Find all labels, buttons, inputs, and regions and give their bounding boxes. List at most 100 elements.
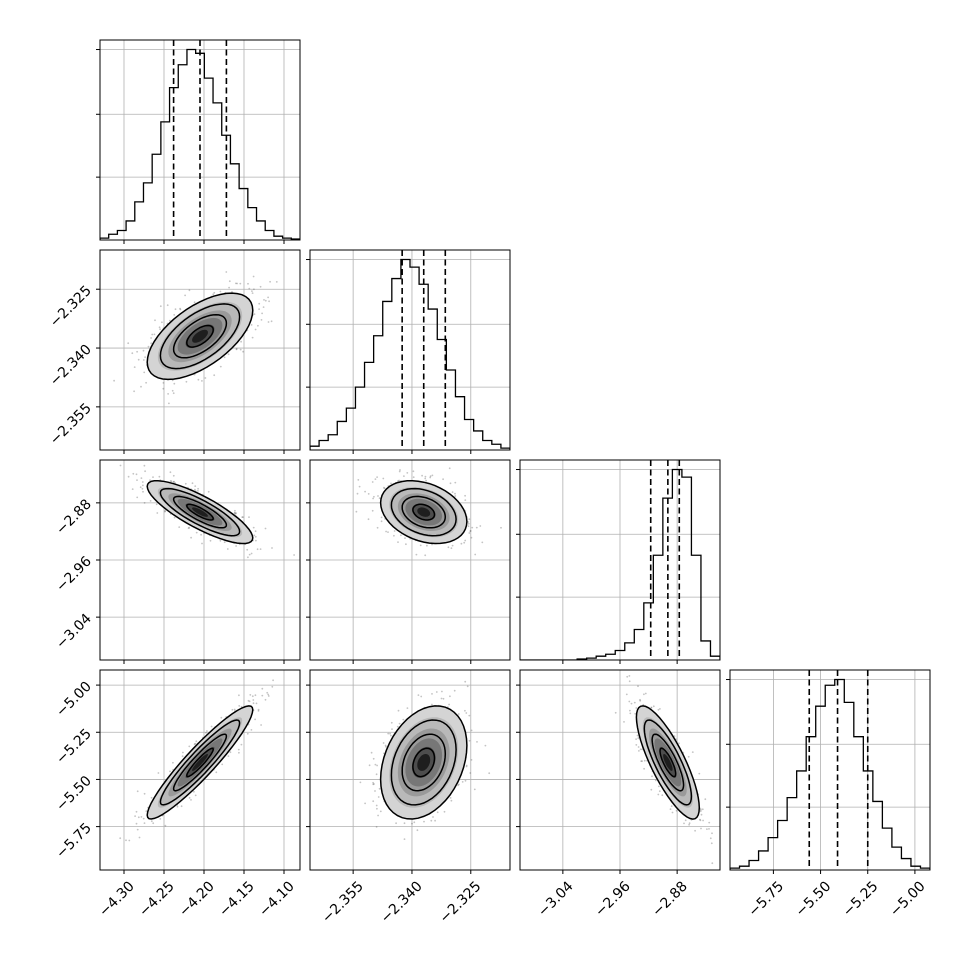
scatter-point (184, 482, 187, 485)
pair-panel-2-0 (99, 459, 301, 661)
scatter-point (412, 476, 415, 479)
scatter-point (195, 531, 198, 534)
scatter-point (264, 527, 267, 530)
x-tick-label: −5.00 (887, 878, 929, 920)
scatter-point (708, 821, 711, 824)
scatter-point (448, 467, 451, 470)
scatter-point (657, 708, 660, 711)
scatter-point (188, 745, 191, 748)
scatter-point (238, 705, 241, 707)
scatter-point (169, 480, 172, 482)
scatter-point (484, 744, 487, 747)
scatter-point (228, 280, 231, 283)
scatter-point (143, 822, 146, 824)
scatter-point (376, 476, 378, 478)
scatter-point (411, 822, 413, 825)
scatter-point (261, 687, 264, 690)
scatter-point (355, 510, 358, 513)
scatter-point (376, 764, 378, 767)
scatter-point (157, 772, 160, 774)
scatter-point (173, 516, 176, 519)
scatter-point (176, 805, 179, 808)
contour-line (146, 705, 254, 820)
scatter-point (200, 533, 203, 536)
scatter-point (254, 535, 257, 538)
scatter-point (699, 807, 702, 810)
scatter-point (443, 810, 446, 813)
scatter-point (423, 820, 425, 823)
scatter-point (623, 721, 625, 723)
scatter-point (145, 381, 148, 384)
scatter-point (628, 700, 631, 703)
scatter-point (465, 712, 468, 714)
scatter-point (470, 536, 473, 539)
scatter-point (147, 345, 150, 348)
scatter-point (172, 481, 175, 483)
scatter-point (164, 510, 166, 513)
scatter-point (397, 480, 399, 482)
scatter-point (641, 760, 643, 762)
scatter-point (376, 807, 378, 810)
scatter-point (152, 476, 154, 478)
scatter-point (628, 675, 631, 677)
scatter-point (133, 390, 136, 393)
scatter-point (457, 713, 460, 715)
y-tick-label: −2.325 (47, 283, 95, 331)
scatter-point (372, 497, 374, 500)
scatter-point (251, 695, 254, 698)
scatter-point (235, 512, 238, 514)
scatter-point (258, 302, 261, 305)
scatter-point (143, 792, 146, 795)
scatter-point (447, 546, 450, 549)
scatter-point (140, 385, 142, 388)
scatter-point (172, 474, 175, 477)
scatter-point (372, 781, 374, 784)
scatter-point (413, 821, 416, 824)
scatter-point (174, 308, 177, 311)
scatter-point (638, 750, 640, 752)
scatter-point (252, 702, 255, 705)
scatter-point (468, 532, 471, 534)
scatter-point (248, 553, 251, 556)
scatter-point (267, 695, 270, 697)
marginal-panel-0 (96, 39, 301, 241)
scatter-point (466, 685, 469, 688)
scatter-point (382, 742, 385, 744)
scatter-point (247, 699, 250, 702)
scatter-point (440, 697, 443, 700)
scatter-point (250, 729, 253, 731)
scatter-point (416, 829, 419, 832)
scatter-point (164, 509, 167, 512)
scatter-point (429, 475, 432, 478)
density-fill (663, 754, 673, 771)
scatter-point (442, 478, 444, 481)
scatter-point (389, 732, 391, 735)
scatter-point (464, 539, 467, 542)
scatter-point (221, 763, 224, 766)
scatter-point (159, 818, 162, 820)
scatter-point (469, 772, 472, 774)
scatter-point (131, 352, 134, 355)
scatter-point (237, 748, 240, 751)
scatter-point (431, 693, 433, 695)
scatter-point (173, 382, 176, 385)
scatter-point (235, 348, 238, 351)
scatter-point (683, 822, 685, 825)
scatter-point (463, 541, 466, 544)
scatter-point (131, 488, 134, 490)
scatter-point (207, 490, 210, 493)
scatter-point (144, 356, 147, 358)
scatter-point (149, 500, 152, 502)
scatter-point (193, 743, 196, 746)
density-fill (192, 329, 208, 343)
scatter-point (651, 775, 653, 778)
contour-line (390, 719, 457, 806)
scatter-point (435, 691, 438, 693)
scatter-point (424, 477, 427, 480)
scatter-point (711, 862, 714, 865)
scatter-point (684, 819, 687, 822)
scatter-point (231, 708, 234, 711)
scatter-point (398, 722, 401, 725)
scatter-point (162, 387, 165, 390)
